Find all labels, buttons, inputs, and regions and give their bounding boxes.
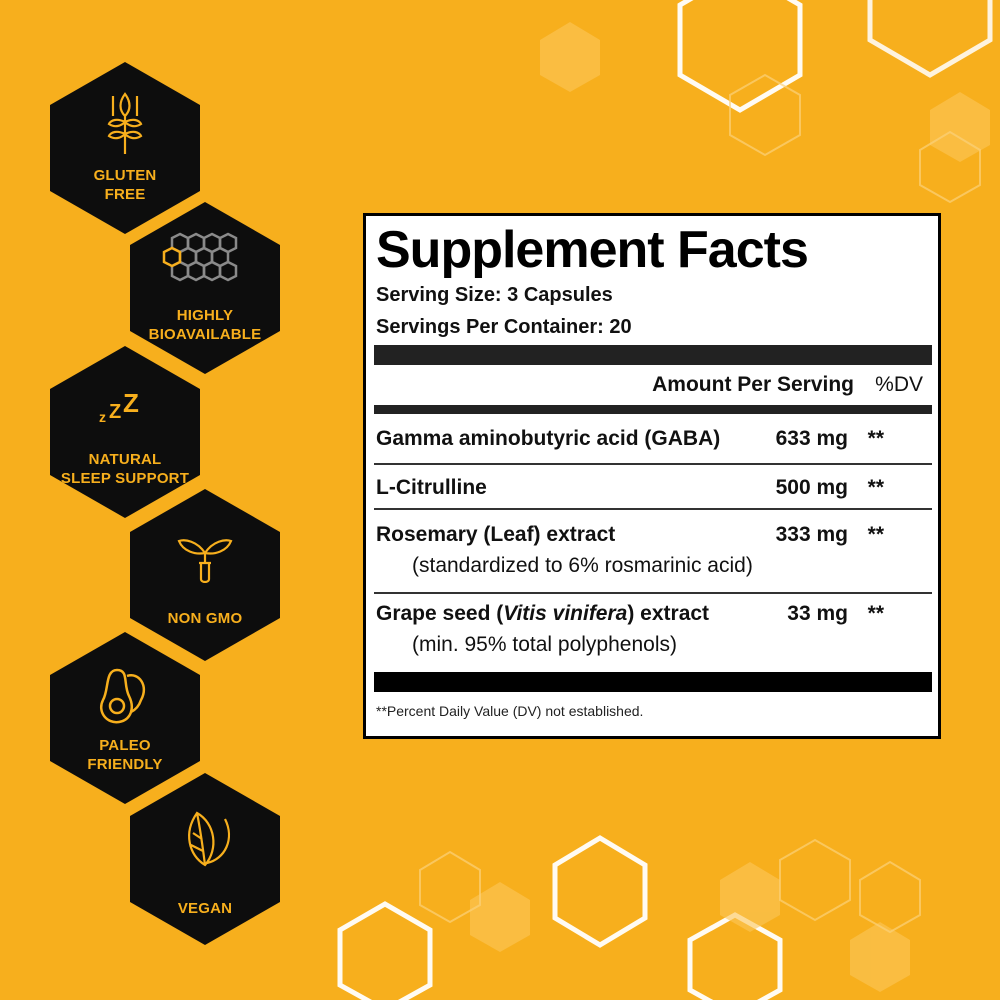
- ingredient-amount: 33 mg: [787, 602, 848, 625]
- svg-text:Z: Z: [109, 401, 121, 423]
- hexagon-shape: [130, 489, 280, 661]
- ingredient-dv: **: [867, 602, 884, 625]
- footnote: **Percent Daily Value (DV) not establish…: [376, 703, 644, 719]
- badge-label-line1: NON GMO: [167, 610, 243, 627]
- badge-label-line2: SLEEP SUPPORT: [60, 470, 190, 487]
- ingredient-amount: 333 mg: [775, 523, 848, 546]
- badge-label-line1: HIGHLY: [176, 307, 234, 324]
- badge-label-line1: PALEO: [99, 737, 151, 754]
- badge-label-line2: FRIENDLY: [87, 756, 163, 773]
- dv-header: %DV: [875, 373, 923, 396]
- leaf-icon: [188, 811, 231, 867]
- ingredient-detail: (min. 95% total polyphenols): [412, 633, 677, 656]
- amount-header: Amount Per Serving: [652, 373, 854, 396]
- badge-gluten-free: GLUTEN FREE: [50, 62, 200, 234]
- bottom-divider: [374, 672, 932, 692]
- honeycomb-icon: [162, 232, 238, 282]
- thick-divider: [374, 345, 932, 365]
- ingredient-amount: 633 mg: [775, 427, 848, 450]
- badge-label-line2: BIOAVAILABLE: [148, 326, 262, 343]
- supplement-facts-panel: Supplement Facts Serving Size: 3 Capsule…: [363, 213, 941, 739]
- wheat-icon: [107, 92, 143, 154]
- ingredient-dv: **: [867, 476, 884, 499]
- ingredient-dv: **: [867, 427, 884, 450]
- hexagon-shape: [50, 632, 200, 804]
- badge-label-line1: VEGAN: [177, 900, 233, 917]
- svg-text:Z: Z: [123, 388, 139, 418]
- badge-label-line1: NATURAL: [88, 451, 162, 468]
- row-divider: [374, 463, 932, 465]
- badge-highly-bioavailable: HIGHLY BIOAVAILABLE: [130, 202, 280, 374]
- ingredient-name: Gamma aminobutyric acid (GABA): [376, 427, 721, 450]
- badge-non-gmo: NON GMO: [130, 489, 280, 661]
- svg-text:z: z: [99, 409, 106, 425]
- badge-label-line2: FREE: [104, 186, 146, 203]
- facts-title: Supplement Facts: [376, 221, 809, 279]
- hexagon-shape: [50, 346, 200, 518]
- badge-vegan: VEGAN: [130, 773, 280, 945]
- servings-per-container: Servings Per Container: 20: [376, 316, 632, 338]
- serving-size: Serving Size: 3 Capsules: [376, 284, 613, 306]
- row-divider: [374, 508, 932, 510]
- badge-paleo-friendly: PALEO FRIENDLY: [50, 632, 200, 804]
- ingredient-name: L-Citrulline: [376, 476, 487, 499]
- ingredient-dv: **: [867, 523, 884, 546]
- hexagon-shape: [130, 202, 280, 374]
- badge-label-line1: GLUTEN: [93, 167, 157, 184]
- ingredient-detail: (standardized to 6% rosmarinic acid): [412, 554, 753, 577]
- ingredient-amount: 500 mg: [775, 476, 848, 499]
- ingredient-name: Rosemary (Leaf) extract: [376, 523, 616, 546]
- avocado-icon: [100, 668, 146, 724]
- row-divider: [374, 592, 932, 594]
- ingredient-name: Grape seed (Vitis vinifera) extract: [376, 602, 710, 625]
- sprout-test-tube-icon: [177, 539, 233, 583]
- header-divider: [374, 405, 932, 414]
